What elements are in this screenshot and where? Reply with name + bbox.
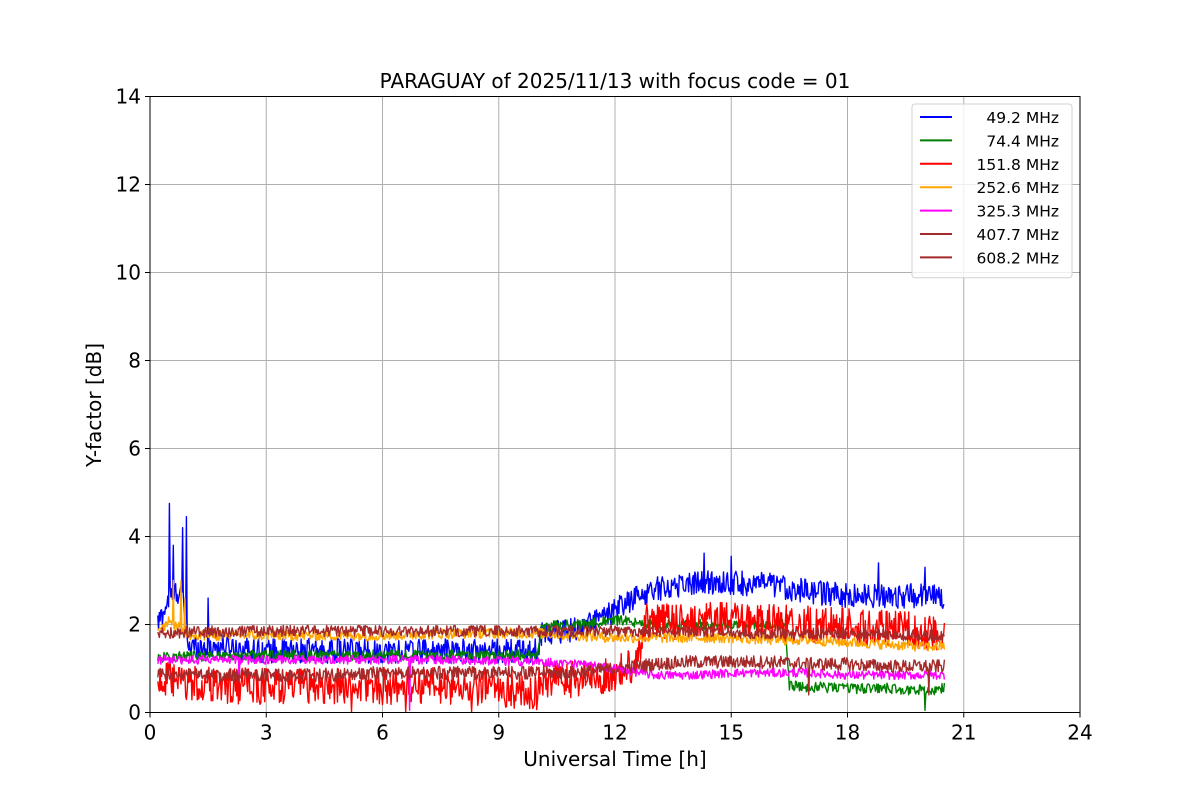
x-tick-label: 24 — [1067, 721, 1092, 745]
y-tick-label: 8 — [128, 349, 141, 373]
x-tick-label: 9 — [492, 721, 505, 745]
series-line-4 — [157, 654, 946, 711]
series-line-3 — [157, 579, 946, 652]
x-tick-label: 6 — [376, 721, 389, 745]
series-line-5 — [157, 655, 946, 696]
y-tick-label: 0 — [128, 701, 141, 725]
y-tick-label: 6 — [128, 437, 141, 461]
legend-label: 74.4 MHz — [986, 132, 1059, 150]
y-tick-label: 2 — [128, 613, 141, 637]
legend-label: 407.7 MHz — [977, 226, 1059, 244]
series-line-6 — [157, 624, 945, 642]
x-tick-label: 21 — [951, 721, 976, 745]
y-tick-label: 4 — [128, 525, 141, 549]
y-axis-label: Y-factor [dB] — [82, 343, 106, 468]
legend-label: 608.2 MHz — [977, 249, 1059, 267]
x-tick-label: 3 — [260, 721, 273, 745]
x-tick-label: 15 — [719, 721, 744, 745]
legend-label: 325.3 MHz — [977, 203, 1059, 221]
series-line-1 — [157, 615, 946, 711]
legend-label: 49.2 MHz — [986, 109, 1059, 127]
y-tick-label: 10 — [116, 261, 141, 285]
legend-label: 252.6 MHz — [977, 179, 1059, 197]
series-line-2 — [157, 601, 946, 713]
x-tick-label: 12 — [602, 721, 627, 745]
x-tick-label: 0 — [144, 721, 157, 745]
chart-title: PARAGUAY of 2025/11/13 with focus code =… — [380, 69, 851, 93]
x-axis-label: Universal Time [h] — [523, 747, 706, 771]
legend-label: 151.8 MHz — [977, 156, 1059, 174]
y-tick-label: 14 — [116, 85, 141, 109]
series-layer — [157, 502, 946, 713]
legend: 49.2 MHz 74.4 MHz 151.8 MHz 252.6 MHz 325.3 … — [911, 103, 1073, 279]
y-tick-label: 12 — [116, 173, 141, 197]
x-tick-label: 18 — [835, 721, 860, 745]
